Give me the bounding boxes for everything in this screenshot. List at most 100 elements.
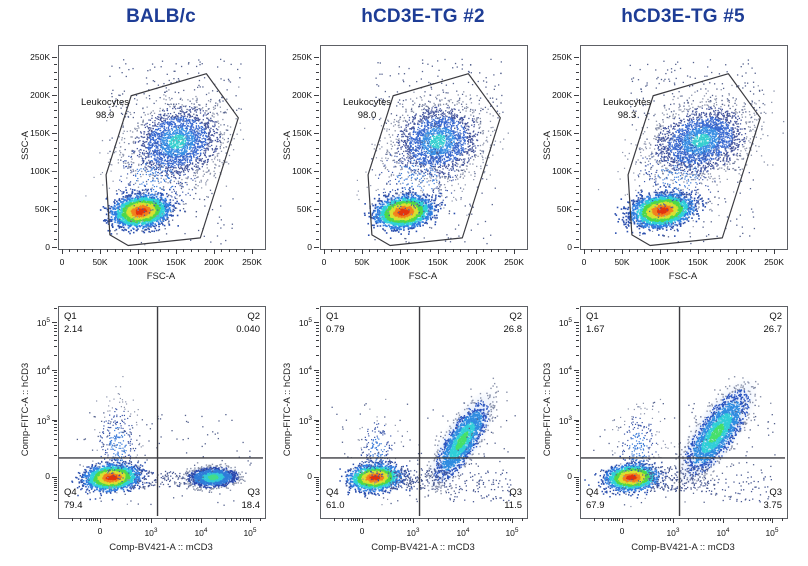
- y-tick: [576, 117, 579, 119]
- x-tick-label: 50K: [92, 257, 108, 267]
- x-tick: [190, 249, 192, 252]
- x-tick: [369, 249, 371, 252]
- x-minor-tick: [657, 518, 659, 521]
- x-tick: [621, 518, 623, 523]
- x-minor-tick: [165, 518, 167, 521]
- y-minor-tick: [576, 404, 579, 406]
- y-minor-tick: [316, 327, 319, 329]
- gate-name: Leukocytes: [602, 97, 652, 108]
- x-minor-tick: [667, 518, 669, 521]
- y-tick: [574, 170, 579, 172]
- x-minor-tick: [88, 518, 90, 521]
- x-tick-label: 50K: [354, 257, 370, 267]
- y-minor-tick: [54, 480, 57, 482]
- quadrant-value: 0.79: [326, 324, 345, 335]
- y-tick: [574, 246, 579, 248]
- y-tick-label: 0: [567, 242, 572, 252]
- x-minor-tick: [652, 518, 654, 521]
- x-tick-label: 104: [456, 527, 470, 538]
- x-minor-tick: [142, 518, 144, 521]
- x-tick-label: 103: [666, 527, 680, 538]
- y-minor-tick: [54, 478, 57, 480]
- y-tick: [316, 64, 319, 66]
- x-minor-tick: [192, 518, 194, 521]
- y-tick-label: 100K: [292, 166, 312, 176]
- gate-label: Leukocytes 98.3: [587, 96, 667, 122]
- x-minor-tick: [711, 518, 713, 521]
- x-minor-tick: [139, 518, 141, 521]
- y-tick: [54, 231, 57, 233]
- x-tick: [735, 249, 737, 254]
- quadrant-name: Q1: [326, 311, 339, 322]
- scatter-canvas: [59, 307, 263, 516]
- x-tick: [228, 249, 230, 252]
- quadrant-value: 26.8: [503, 324, 523, 335]
- x-tick-label: 150K: [428, 257, 448, 267]
- y-tick: [576, 185, 579, 187]
- x-tick-label: 105: [505, 527, 519, 538]
- x-minor-tick: [761, 518, 763, 521]
- x-tick: [346, 249, 348, 252]
- y-minor-tick: [54, 404, 57, 406]
- x-tick-label: 100K: [390, 257, 410, 267]
- y-tick: [316, 86, 319, 88]
- y-tick: [54, 102, 57, 104]
- x-tick: [513, 249, 515, 254]
- x-minor-tick: [92, 518, 94, 521]
- quadrant-name: Q2: [247, 311, 260, 322]
- y-axis-label: SSC-A: [282, 130, 293, 161]
- y-tick: [574, 56, 579, 58]
- quadrant-value: 79.4: [64, 500, 83, 511]
- plot-area: Leukocytes 98.0: [320, 45, 528, 250]
- y-axis-label: Comp-FITC-A :: hCD3: [282, 362, 293, 457]
- scatter-canvas: [59, 46, 263, 247]
- x-axis-label: Comp-BV421-A :: mCD3: [371, 542, 475, 553]
- y-tick: [316, 185, 319, 187]
- y-tick-label: 103: [558, 415, 572, 426]
- quadrant-name: Q1: [586, 311, 599, 322]
- y-tick: [52, 476, 57, 478]
- y-tick: [316, 162, 319, 164]
- y-tick: [576, 124, 579, 126]
- x-minor-tick: [397, 518, 399, 521]
- y-minor-tick: [54, 372, 57, 373]
- y-minor-tick: [54, 423, 57, 425]
- y-minor-tick: [316, 454, 319, 456]
- panel-title: BALB/c: [126, 6, 196, 27]
- y-tick: [314, 170, 319, 172]
- x-tick: [145, 249, 147, 252]
- y-tick-label: 104: [558, 365, 572, 376]
- y-tick-label: 150K: [30, 128, 50, 138]
- x-minor-tick: [442, 518, 444, 521]
- y-tick: [576, 231, 579, 233]
- x-minor-tick: [714, 518, 716, 521]
- x-minor-tick: [451, 518, 453, 521]
- x-tick: [167, 249, 169, 252]
- x-minor-tick: [460, 518, 461, 521]
- x-tick: [205, 249, 207, 252]
- y-minor-tick: [54, 389, 57, 391]
- y-minor-tick: [576, 486, 579, 488]
- x-tick: [129, 249, 131, 252]
- x-minor-tick: [350, 518, 352, 521]
- x-minor-tick: [148, 518, 149, 521]
- x-minor-tick: [245, 518, 247, 521]
- x-minor-tick: [616, 518, 618, 521]
- x-tick-label: 104: [194, 527, 208, 538]
- x-tick: [750, 249, 752, 252]
- quadrant-value: 1.67: [586, 324, 605, 335]
- x-tick: [414, 249, 416, 252]
- y-tick-label: 150K: [552, 128, 572, 138]
- y-minor-tick: [316, 307, 319, 309]
- y-minor-tick: [54, 380, 57, 382]
- x-tick: [175, 249, 177, 254]
- y-minor-tick: [576, 334, 579, 336]
- y-tick: [316, 117, 319, 119]
- y-minor-tick: [316, 345, 319, 347]
- y-tick-label: 200K: [292, 90, 312, 100]
- x-tick: [412, 518, 414, 523]
- quadrant-label-q4: Q4 67.9: [586, 486, 605, 512]
- x-minor-tick: [447, 518, 449, 521]
- y-tick: [316, 200, 319, 202]
- y-minor-tick: [316, 444, 319, 446]
